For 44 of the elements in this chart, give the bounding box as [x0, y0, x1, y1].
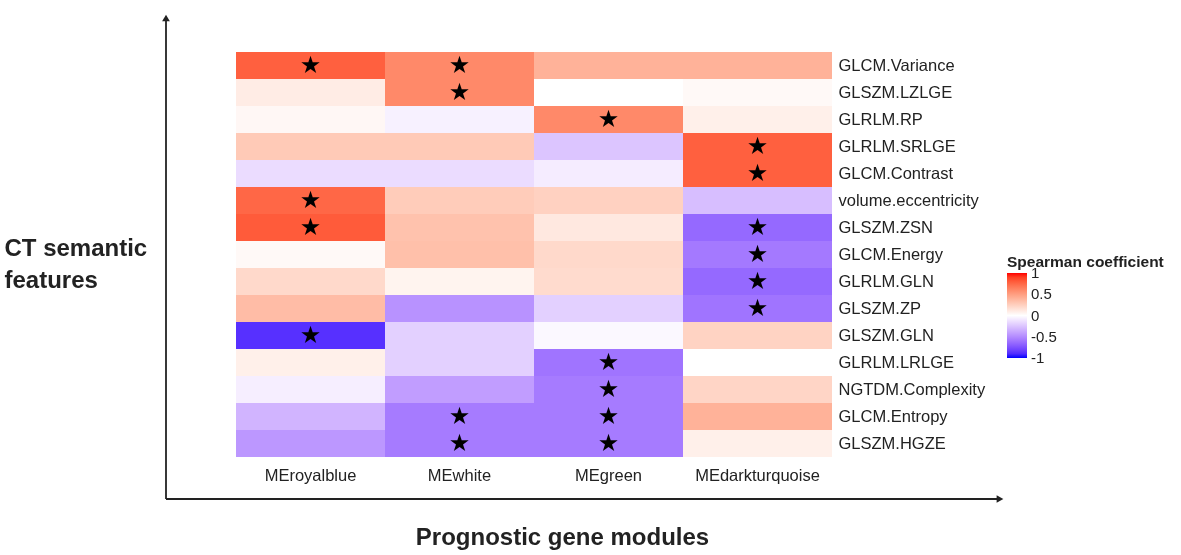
data-label: ★ [299, 320, 322, 349]
y-tick-label: GLSZM.GLN [838, 325, 934, 344]
y-tick-label: GLCM.Contrast [838, 163, 954, 182]
y-tick-label: NGTDM.Complexity [838, 379, 986, 398]
data-label: ★ [746, 158, 769, 187]
data-label: ★ [597, 428, 620, 457]
data-label: ★ [746, 212, 769, 241]
color-bar-label: -0.5 [1031, 327, 1057, 345]
color-bar-label: -1 [1031, 349, 1045, 366]
y-tick-label: GLCM.Entropy [838, 406, 949, 425]
data-label: ★ [448, 50, 471, 79]
y-tick-label: GLCM.Energy [838, 244, 944, 263]
data-label: ★ [448, 77, 471, 106]
x-axis-title: Prognostic gene modules [415, 522, 710, 550]
data-label: ★ [597, 104, 620, 133]
data-label: ★ [448, 401, 471, 430]
x-tick-label: MEroyalblue [264, 465, 357, 484]
data-label: ★ [299, 185, 322, 214]
y-tick-label: volume.eccentricity [838, 190, 980, 209]
data-label: ★ [299, 212, 322, 241]
data-label: ★ [597, 401, 620, 430]
y-tick-label: GLRLM.SRLGE [838, 136, 956, 155]
data-label: ★ [746, 266, 769, 295]
x-tick-label: MEgreen [575, 465, 642, 484]
data-label: ★ [597, 374, 620, 403]
data-label: ★ [448, 428, 471, 457]
data-label: ★ [746, 131, 769, 160]
y-axis-title: CT semantic features [4, 233, 148, 293]
color-bar-label: 0.5 [1031, 285, 1052, 303]
x-tick-label: MEwhite [427, 465, 492, 484]
y-tick-label: GLSZM.ZSN [838, 217, 933, 236]
y-tick-label: GLSZM.HGZE [838, 433, 946, 452]
y-tick-label: GLSZM.ZP [838, 298, 922, 317]
x-tick-label: MEdarkturquoise [695, 465, 820, 484]
y-tick-label: GLSZM.LZLGE [838, 82, 953, 101]
y-tick-label: GLRLM.LRLGE [838, 352, 955, 371]
y-tick-label: GLRLM.GLN [838, 271, 934, 290]
color-bar-label: 0 [1031, 306, 1040, 324]
data-label: ★ [597, 347, 620, 376]
y-tick-label: GLCM.Variance [838, 55, 955, 74]
y-tick-label: GLRLM.RP [838, 109, 923, 128]
data-label: ★ [746, 293, 769, 322]
data-label: ★ [746, 239, 769, 268]
data-label: ★ [299, 50, 322, 79]
